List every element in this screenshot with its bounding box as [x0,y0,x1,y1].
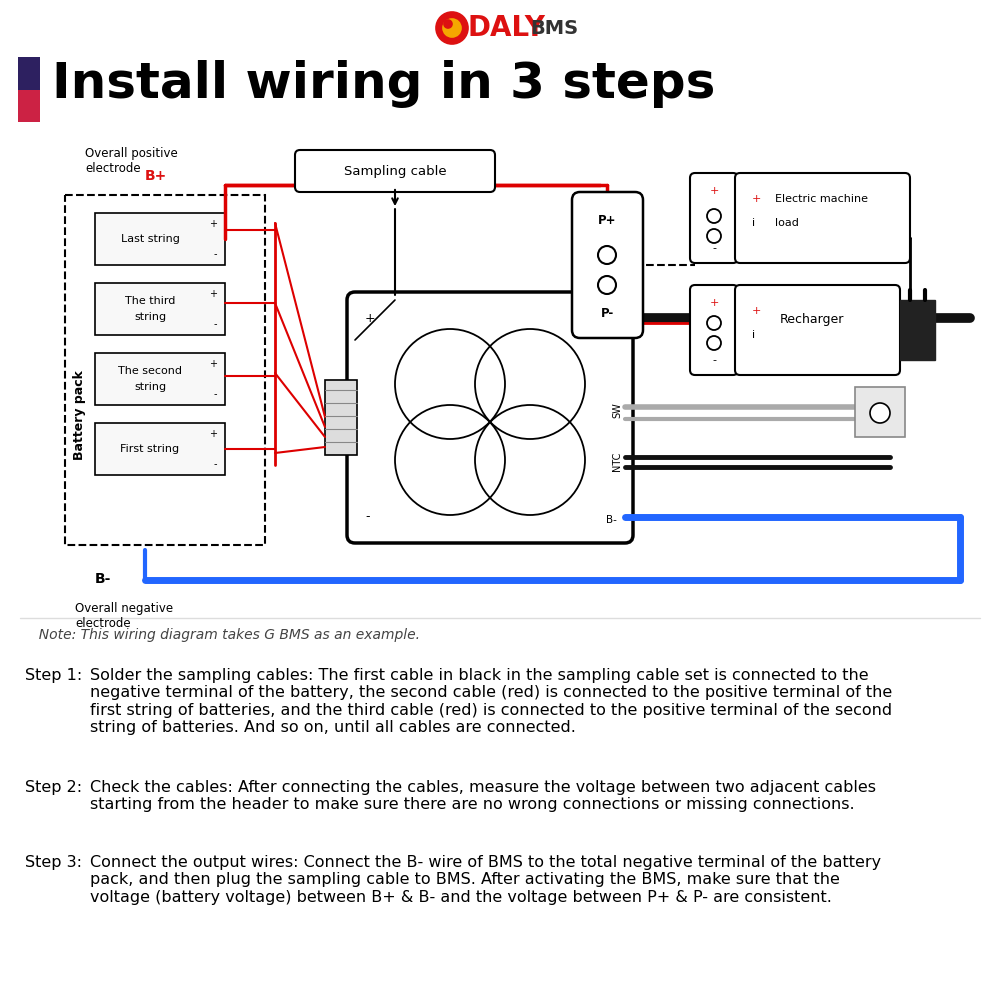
Circle shape [707,336,721,350]
Text: First string: First string [120,444,180,454]
Text: B-: B- [95,572,111,586]
Text: DALY: DALY [468,14,546,42]
Bar [95,283,225,335]
FancyBboxPatch shape [690,285,738,375]
Text: i: i [752,218,755,228]
Text: P-: P- [600,307,614,320]
Text: NTC: NTC [612,452,622,471]
Text: Recharger: Recharger [780,314,844,326]
Text: Battery pack: Battery pack [72,370,86,460]
FancyBboxPatch shape [295,150,495,192]
Circle shape [707,316,721,330]
Bar [855,387,905,437]
Bar [95,213,225,265]
Text: SW: SW [612,402,622,418]
Text: Connect the output wires: Connect the B- wire of BMS to the total negative termi: Connect the output wires: Connect the B-… [90,855,881,905]
Text: Overall negative
electrode: Overall negative electrode [75,602,173,630]
Text: Overall positive
electrode: Overall positive electrode [85,147,178,175]
Text: Step 2:: Step 2: [25,780,82,795]
Bar [900,300,935,360]
Bar [95,423,225,475]
Bar [18,57,40,122]
Text: string: string [134,312,166,322]
Text: +: + [365,312,376,325]
Text: -: - [214,389,217,399]
Text: Last string: Last string [121,234,179,244]
Text: +: + [209,429,217,439]
Bar [18,90,40,122]
Text: Note: This wiring diagram takes G BMS as an example.: Note: This wiring diagram takes G BMS as… [30,628,420,642]
Text: Solder the sampling cables: The first cable in black in the sampling cable set i: Solder the sampling cables: The first ca… [90,668,892,735]
Text: +: + [752,194,761,204]
FancyBboxPatch shape [572,192,643,338]
Circle shape [443,19,461,37]
Circle shape [707,209,721,223]
Text: Install wiring in 3 steps: Install wiring in 3 steps [52,60,715,108]
Circle shape [598,246,616,264]
Text: +: + [752,306,761,316]
Circle shape [444,20,452,28]
Text: load: load [775,218,799,228]
FancyBboxPatch shape [735,173,910,263]
Text: P-: P- [607,312,617,322]
Bar [95,353,225,405]
Circle shape [707,229,721,243]
Bar [65,195,265,545]
Text: string: string [134,382,166,392]
Text: B-: B- [606,515,617,525]
Text: BMS: BMS [530,18,578,37]
Text: -: - [214,249,217,259]
Text: Sampling cable: Sampling cable [344,164,446,178]
Bar [325,380,357,455]
Text: +: + [209,219,217,229]
Text: Step 1:: Step 1: [25,668,82,683]
FancyBboxPatch shape [690,173,738,263]
Text: Step 3:: Step 3: [25,855,82,870]
Text: -: - [214,319,217,329]
Text: +: + [709,298,719,308]
Text: -: - [712,243,716,253]
Text: The third: The third [125,296,175,306]
Text: +: + [209,289,217,299]
Text: +: + [209,359,217,369]
Text: +: + [709,186,719,196]
Circle shape [436,12,468,44]
Text: -: - [365,510,370,523]
Text: Check the cables: After connecting the cables, measure the voltage between two a: Check the cables: After connecting the c… [90,780,876,812]
Text: -: - [214,459,217,469]
Text: Electric machine: Electric machine [775,194,868,204]
Circle shape [598,276,616,294]
Circle shape [870,403,890,423]
FancyBboxPatch shape [347,292,633,543]
Text: B+: B+ [145,169,167,183]
FancyBboxPatch shape [735,285,900,375]
Text: i: i [752,330,755,340]
Text: P+: P+ [598,214,616,227]
Text: -: - [712,355,716,365]
Text: The second: The second [118,366,182,376]
